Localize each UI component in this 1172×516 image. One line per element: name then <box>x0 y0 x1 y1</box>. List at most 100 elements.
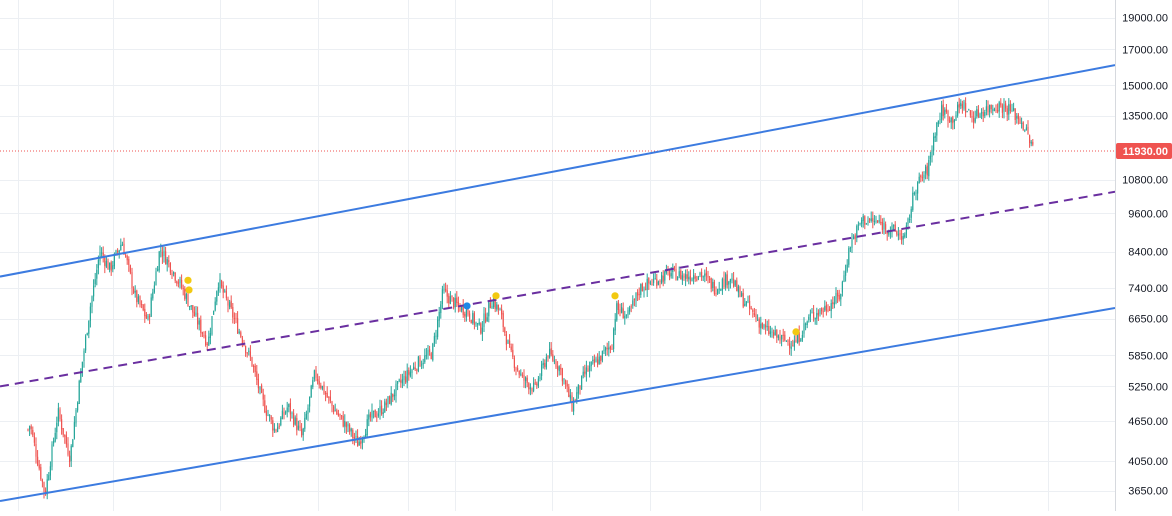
price-axis[interactable]: 19000.00 17000.00 15000.00 13500.00 10800.00… <box>1122 13 1168 498</box>
candle-body <box>662 275 664 282</box>
signal-marker-yellow[interactable] <box>792 328 800 336</box>
candle-body <box>523 375 525 381</box>
candle-body <box>750 307 752 309</box>
candle-body <box>904 234 906 238</box>
candle-body <box>249 351 251 358</box>
candle-body <box>229 302 231 308</box>
candle-body <box>856 225 858 239</box>
candle-body <box>713 281 715 294</box>
upper-channel-line[interactable] <box>0 64 1115 278</box>
candle-body <box>438 311 440 321</box>
candle-body <box>800 339 802 342</box>
candle-body <box>782 334 784 336</box>
candle-body <box>646 278 648 290</box>
candle-body <box>875 220 877 222</box>
candle-body <box>757 319 759 321</box>
candle-body <box>630 306 632 308</box>
candle-body <box>677 277 679 281</box>
candle-body <box>622 308 624 319</box>
plot-area[interactable] <box>0 64 1115 503</box>
candle-body <box>269 415 271 417</box>
candle-body <box>669 270 671 278</box>
candle-body <box>544 362 546 367</box>
candle-body <box>193 311 195 317</box>
candle-body <box>989 105 991 113</box>
candle-body <box>729 279 731 283</box>
lower-channel-line[interactable] <box>0 307 1115 503</box>
candle-body <box>761 322 763 328</box>
candle-body <box>243 344 245 346</box>
midline-line[interactable] <box>0 190 1115 388</box>
candle-body <box>72 439 74 448</box>
candle-body <box>453 297 455 308</box>
candle-body <box>483 313 485 327</box>
candle-body <box>1005 103 1007 109</box>
candle-body <box>352 430 354 438</box>
signal-marker-yellow[interactable] <box>492 292 500 300</box>
candle-body <box>649 282 651 284</box>
candle-body <box>675 268 677 281</box>
candle-body <box>297 425 299 430</box>
candle-body <box>117 251 119 253</box>
candle-body <box>419 357 421 367</box>
candle-body <box>1019 118 1021 124</box>
candle-body <box>59 409 61 419</box>
candle-body <box>310 385 312 398</box>
candle-body <box>275 429 277 432</box>
candle-body <box>901 236 903 241</box>
candle-body <box>976 109 978 117</box>
candle-body <box>573 400 575 412</box>
candle-body <box>177 282 179 284</box>
candle-body <box>448 295 450 304</box>
candle-body <box>259 386 261 390</box>
candle-body <box>645 289 647 291</box>
candle-body <box>865 223 867 225</box>
candle-body <box>843 275 845 282</box>
candle-body <box>816 312 818 319</box>
candle-body <box>137 296 139 302</box>
candle-body <box>587 368 589 372</box>
candle-body <box>709 278 711 280</box>
candle-body <box>813 312 815 318</box>
candle-body <box>94 279 96 285</box>
candle-body <box>53 440 55 444</box>
candle-body <box>905 225 907 235</box>
candle-body <box>833 302 835 305</box>
candle-body <box>342 416 344 427</box>
candle-body <box>256 371 258 380</box>
candle-body <box>424 355 426 363</box>
candle-body <box>409 371 411 376</box>
candle-body <box>792 345 794 347</box>
candle-body <box>305 413 307 419</box>
candle-body <box>89 306 91 321</box>
candle-body <box>641 284 643 292</box>
candle-body <box>923 174 925 179</box>
candle-body <box>841 281 843 293</box>
candle-body <box>477 323 479 325</box>
candle-body <box>741 293 743 297</box>
candle-body <box>789 343 791 348</box>
signal-marker-yellow[interactable] <box>611 292 619 300</box>
signal-marker-yellow[interactable] <box>185 286 193 294</box>
signal-marker-yellow[interactable] <box>184 276 192 284</box>
candle-body <box>307 407 309 415</box>
candle-body <box>451 295 453 298</box>
candle-body <box>909 218 911 220</box>
candle-body <box>781 335 783 340</box>
candle-body <box>102 252 104 258</box>
candle-body <box>897 233 899 236</box>
candle-body <box>913 192 915 194</box>
candle-body <box>926 165 928 176</box>
candle-body <box>134 290 136 293</box>
candle-body <box>241 337 243 344</box>
candle-body <box>264 400 266 413</box>
candle-body <box>149 316 151 318</box>
candle-body <box>488 301 490 317</box>
candle-body <box>933 136 935 151</box>
signal-marker-blue[interactable] <box>463 302 471 310</box>
candle-body <box>787 340 789 342</box>
candle-body <box>621 307 623 313</box>
candle-body <box>33 436 35 443</box>
